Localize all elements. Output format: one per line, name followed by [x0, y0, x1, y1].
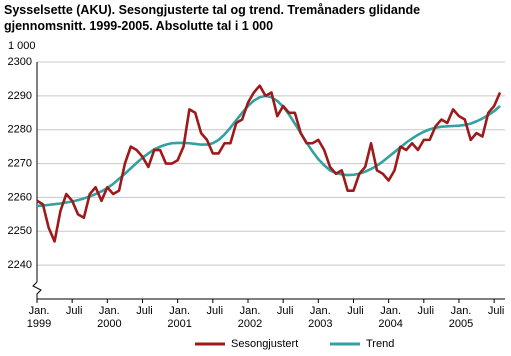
y-tick-label: 2260	[8, 191, 32, 203]
y-tick-label: 2240	[8, 259, 32, 271]
y-tick-label: 2270	[8, 157, 32, 169]
x-tick-label: Juli	[417, 305, 435, 317]
series-line	[36, 84, 502, 243]
y-unit-label: 1 000	[8, 40, 36, 52]
x-tick-label: Jan. 2000	[97, 305, 122, 330]
x-tick-label: Jan. 2003	[308, 305, 333, 330]
y-tick-label: 2280	[8, 124, 32, 136]
y-tick-label: 2290	[8, 90, 32, 102]
axis-break	[32, 281, 42, 299]
x-tick-label: Juli	[487, 305, 505, 317]
legend-label: Sesongjustert	[231, 338, 298, 350]
x-tick-label: Juli	[136, 305, 153, 317]
x-tick-label: Jan. 2001	[167, 305, 192, 330]
series-line	[36, 94, 501, 208]
x-tick-label: Jan. 2005	[448, 305, 474, 330]
x-tick-label: Juli	[347, 305, 364, 317]
x-tick-label: Juli	[65, 305, 83, 317]
x-tick-label: Juli	[276, 305, 294, 317]
x-tick-label: Jan. 2002	[237, 305, 263, 330]
x-tick-label: Jan. 1999	[26, 305, 52, 330]
x-tick-label: Juli	[206, 305, 224, 317]
legend-label: Trend	[366, 338, 394, 350]
y-tick-label: 2250	[8, 225, 32, 237]
x-tick-label: Jan. 2004	[378, 305, 403, 330]
y-tick-label: 2300	[8, 56, 32, 68]
chart-title: Sysselsette (AKU). Sesongjusterte tal og…	[4, 3, 421, 33]
